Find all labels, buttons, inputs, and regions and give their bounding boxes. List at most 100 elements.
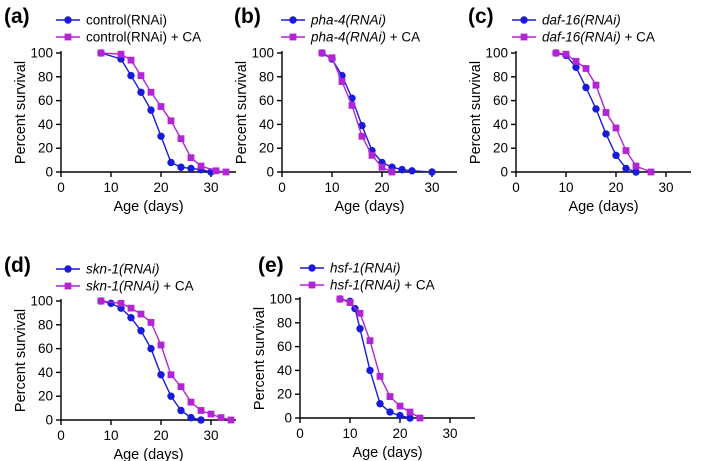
y-tick-label: 20 [38,141,53,156]
series-line-treated [100,300,232,421]
data-point [366,366,374,375]
legend-gene-name: pha-4(RNAi) [310,13,386,28]
data-point [177,383,185,391]
y-tick-label: 60 [38,341,53,356]
legend-marker [64,33,72,41]
data-point [562,50,570,58]
data-point [338,78,346,85]
data-point [147,344,155,353]
legend-gene-name: daf-16(RNAi) [542,30,621,45]
data-point [222,168,230,176]
x-tick-label: 30 [203,180,218,195]
data-point [376,372,384,380]
series-line-control [100,52,212,173]
data-point [582,65,590,72]
legend-marker [289,33,297,41]
y-tick-label: 20 [38,389,53,404]
data-point [137,327,145,335]
legend-marker [289,16,297,24]
data-point [328,54,336,62]
data-point [602,109,610,116]
data-point [127,56,135,64]
x-tick-label: 30 [424,180,439,195]
legend-gene-name: daf-16(RNAi) [542,13,621,28]
data-point [137,88,145,96]
data-point [612,124,620,132]
x-tick-label: 0 [57,428,65,443]
data-point [592,81,600,89]
y-tick-label: 80 [38,317,53,332]
data-point [376,400,384,408]
data-point [177,163,185,171]
data-point [197,162,205,170]
y-tick-label: 20 [493,141,508,156]
data-point [187,398,195,406]
y-tick-label: 80 [38,69,53,84]
x-axis-title: Age (days) [352,445,422,461]
x-tick-label: 20 [153,428,168,443]
x-tick-label: 10 [103,180,118,195]
panel-a: (a) 0 20 40 60 80 100 0 10 20 30 Age (days) Percent … [4,5,236,215]
x-tick-label: 30 [658,180,673,195]
data-point [187,164,195,173]
data-point [117,50,125,58]
x-axis-title: Age (days) [113,199,183,215]
data-point [167,158,175,167]
y-tick-label: 40 [493,117,508,132]
data-point [187,154,195,162]
data-point [336,295,344,303]
y-tick-label: 100 [251,46,274,61]
legend-marker [308,281,316,289]
data-point [177,406,185,415]
legend-gene-name: pha-4(RNAi) [310,30,386,45]
data-point [398,165,406,174]
legend-suffix: + CA [621,30,655,45]
data-point [612,151,620,160]
panel-label: (c) [468,5,494,28]
data-point [572,57,580,65]
legend-marker [520,16,528,24]
data-point [318,49,326,57]
panel-b: (b) 0 20 40 60 80 100 0 10 20 30 Age (days) Percent … [234,5,457,215]
y-tick-label: 60 [259,93,274,108]
legend-marker [520,33,528,41]
legend-label: pha-4(RNAi) + CA [310,30,420,45]
data-point [147,106,155,114]
y-tick-label: 40 [38,365,53,380]
legend-suffix: + CA [401,278,435,293]
panel-label: (b) [234,5,261,28]
x-tick-label: 10 [324,180,339,195]
panel-label: (a) [4,5,30,28]
legend-label: hsf-1(RNAi) + CA [330,278,435,293]
data-point [428,168,436,176]
data-point [366,337,374,345]
data-point [406,414,414,422]
x-tick-label: 0 [512,180,520,195]
data-point [358,132,366,140]
legend-suffix: + CA [160,279,194,294]
legend-marker [64,282,72,290]
data-point [207,410,215,418]
y-axis-title: Percent survival [234,61,250,164]
data-point [602,130,610,138]
series-line-control [100,300,202,421]
legend-label: skn-1(RNAi) + CA [86,279,194,294]
data-point [388,168,396,176]
data-point [167,371,175,379]
data-point [227,416,235,424]
series-line-treated [555,52,652,173]
y-tick-label: 100 [485,46,508,61]
data-point [356,309,364,317]
data-point [147,88,155,96]
x-tick-label: 20 [392,426,407,441]
y-axis-title: Percent survival [13,61,29,164]
y-tick-label: 100 [30,46,53,61]
panel-d: (d) 0 20 40 60 80 100 0 10 20 30 Age (days) Percent … [4,254,236,461]
data-point [157,371,165,379]
x-tick-label: 0 [57,180,65,195]
data-point [632,168,640,176]
y-tick-label: 40 [259,117,274,132]
y-tick-label: 20 [259,141,274,156]
y-axis-title: Percent survival [252,307,268,410]
data-point [647,168,655,176]
